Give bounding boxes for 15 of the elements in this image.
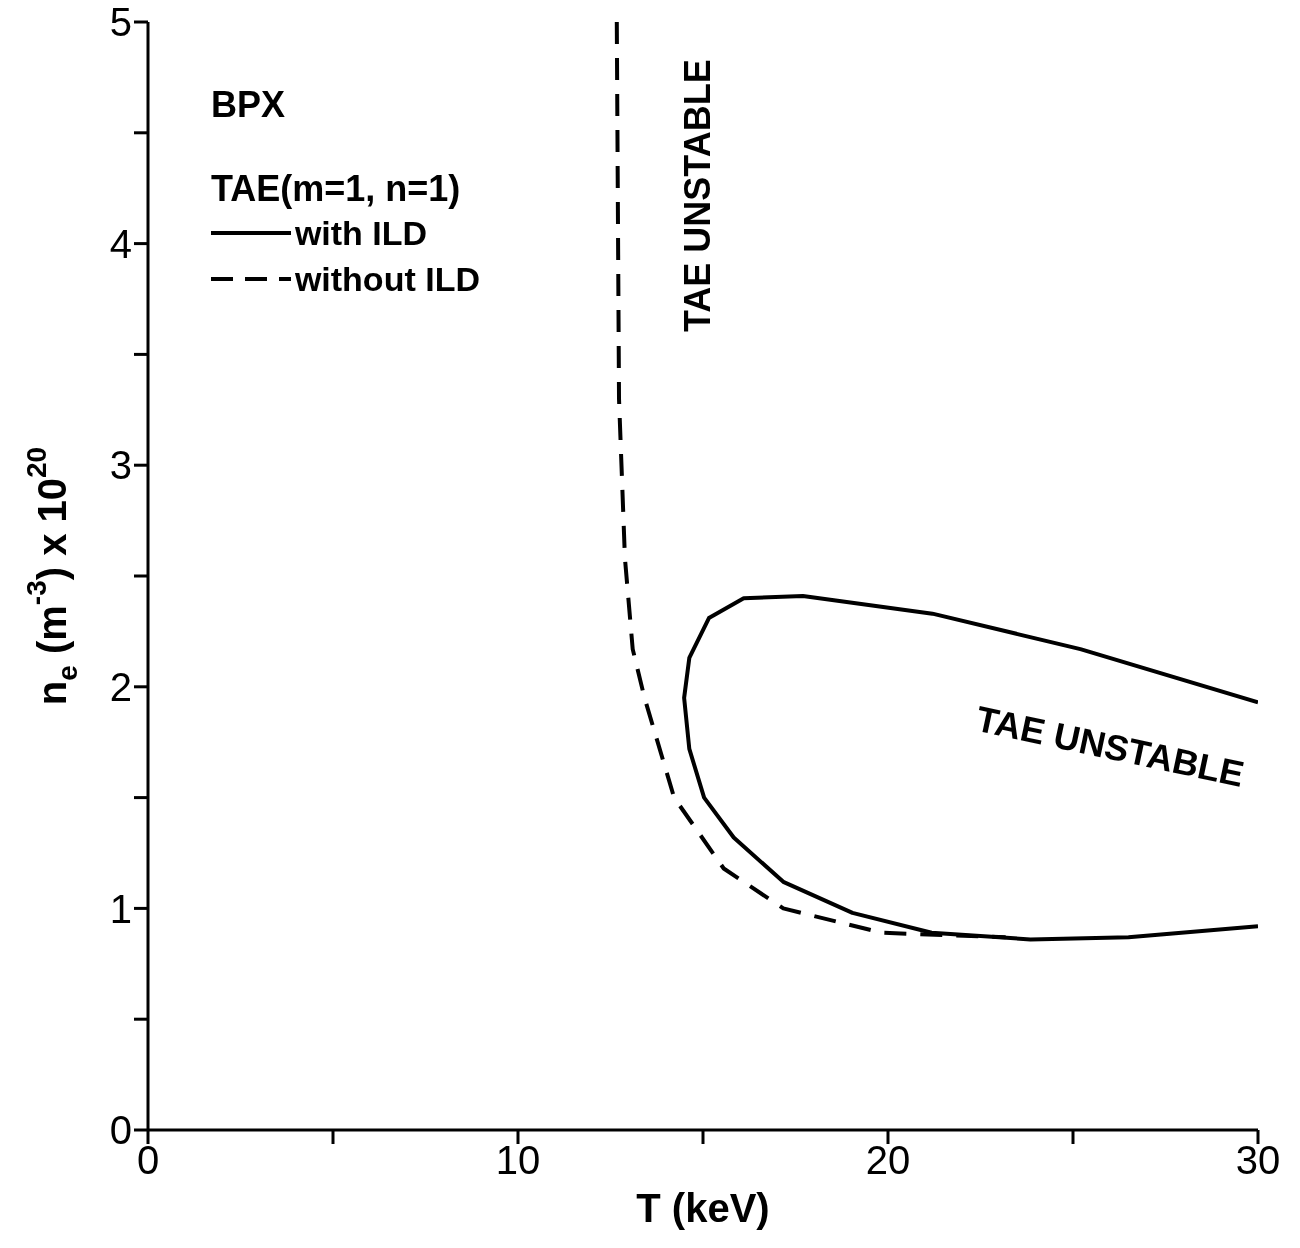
y-tick-label: 4 — [109, 221, 132, 266]
x-tick-label: 10 — [495, 1138, 541, 1183]
y-tick-label: 5 — [109, 0, 132, 45]
annotation: TAE UNSTABLE — [677, 59, 720, 333]
legend-label: with ILD — [294, 213, 428, 253]
x-tick-label: 30 — [1235, 1138, 1281, 1183]
x-axis-title: T (keV) — [636, 1186, 770, 1230]
y-tick-label: 0 — [109, 1108, 132, 1153]
annotation: BPX — [210, 84, 285, 127]
x-tick-label: 20 — [865, 1138, 911, 1183]
legend-label: without ILD — [294, 259, 480, 299]
y-tick-label: 2 — [109, 665, 132, 709]
y-tick-label: 3 — [109, 443, 132, 488]
y-tick-label: 1 — [109, 886, 132, 931]
annotation: TAE(m=1, n=1) — [210, 168, 461, 211]
